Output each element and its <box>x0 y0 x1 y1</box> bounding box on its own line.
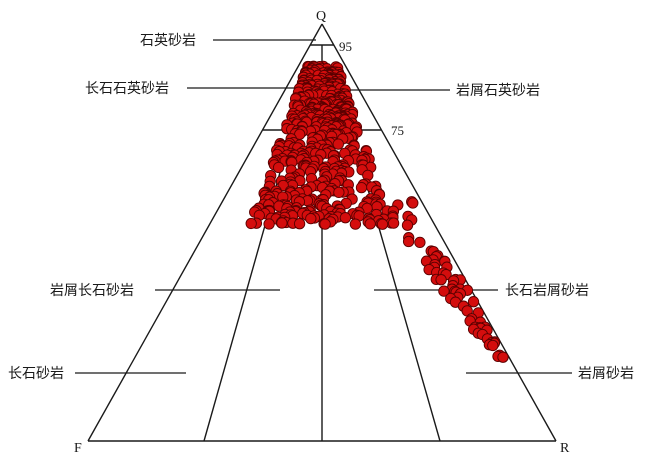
vertex-label-q: Q <box>316 9 326 24</box>
sample-point <box>349 218 362 230</box>
label-lithic-arkose: 岩屑长石砂岩 <box>50 283 134 299</box>
sample-point <box>293 218 306 230</box>
sample-point <box>438 285 450 297</box>
sample-point <box>487 339 499 352</box>
sample-point <box>376 218 389 230</box>
sample-point <box>319 218 331 230</box>
sample-point <box>387 217 400 229</box>
label-quartz-sandstone: 石英砂岩 <box>140 32 196 49</box>
sample-points <box>245 60 509 363</box>
vertex-label-r: R <box>560 441 570 452</box>
sample-point <box>467 296 480 308</box>
sample-point <box>332 138 344 150</box>
left-edge-q-f <box>87 23 323 442</box>
sample-point <box>414 236 426 249</box>
sample-point <box>305 212 317 225</box>
percent-label-75: 75 <box>391 123 404 138</box>
vertex-label-f: F <box>74 441 82 452</box>
label-litharenite: 岩屑砂岩 <box>578 366 634 382</box>
sample-point <box>435 274 447 286</box>
sample-point <box>407 197 419 209</box>
sample-point <box>245 217 257 230</box>
label-feldspathic-quartz-sandstone: 长石石英砂岩 <box>85 80 169 97</box>
sample-point <box>402 235 415 248</box>
sample-point <box>401 219 414 231</box>
right-edge-q-r <box>321 23 557 442</box>
label-arkose: 长石砂岩 <box>8 366 64 382</box>
sample-point <box>339 212 352 224</box>
sample-point <box>355 181 368 194</box>
label-feldspathic-litharenite: 长石岩屑砂岩 <box>505 283 589 299</box>
label-lithic-quartz-sandstone: 岩屑石英砂岩 <box>456 82 540 99</box>
sample-point <box>263 218 275 230</box>
percent-label-95: 95 <box>339 39 352 54</box>
sample-point <box>272 161 285 174</box>
sample-point <box>276 217 288 229</box>
sample-point <box>333 186 345 199</box>
sample-point <box>497 351 509 363</box>
sample-point <box>364 218 376 230</box>
